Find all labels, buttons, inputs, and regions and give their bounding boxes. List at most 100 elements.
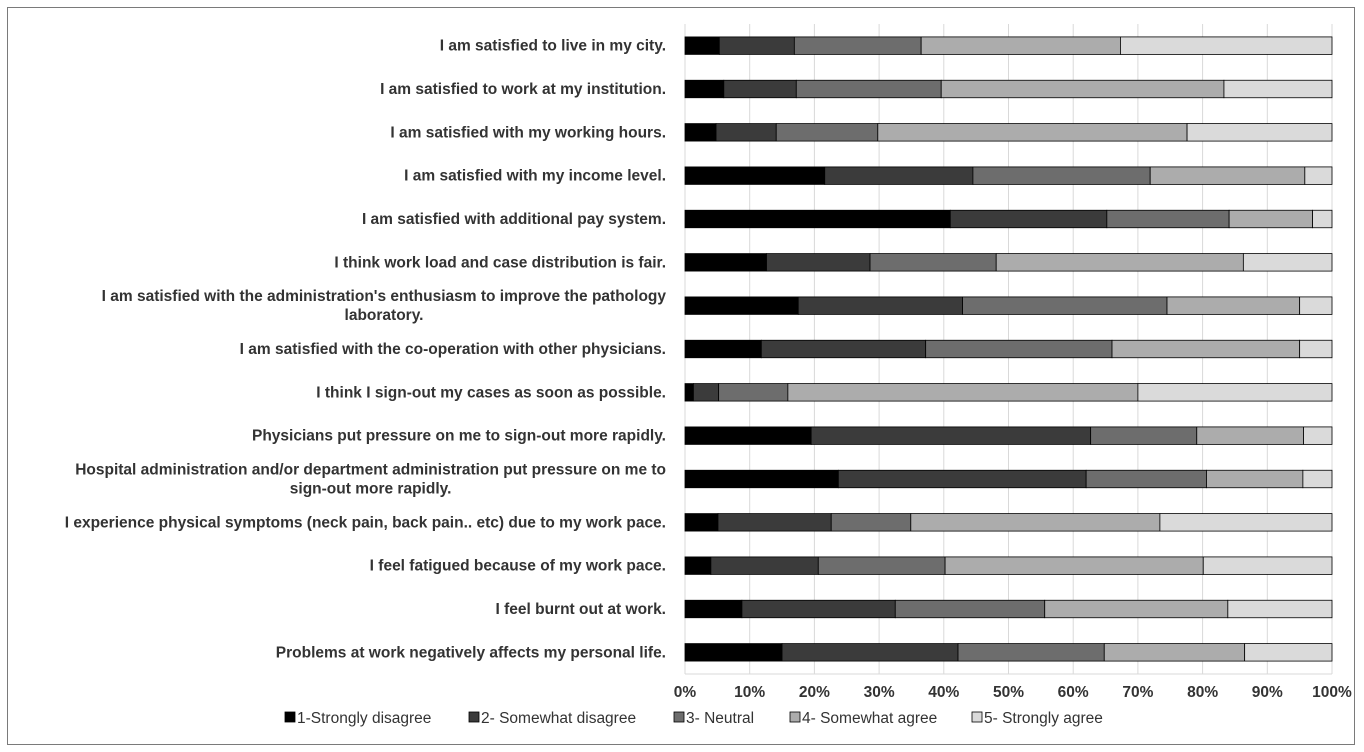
- bar-segment: [1137, 383, 1333, 402]
- bar-segment: [940, 79, 1225, 99]
- bar-segment: [793, 36, 922, 55]
- bar-segment: [684, 643, 783, 662]
- bar-segment: [877, 123, 1188, 142]
- category-label: I experience physical symptoms (neck pai…: [65, 514, 666, 531]
- bar-segment: [972, 166, 1151, 185]
- legend-swatch: [971, 711, 983, 723]
- category-label: I feel fatigued because of my work pace.: [370, 558, 666, 575]
- bar-segment: [910, 513, 1161, 532]
- bar-segment: [1302, 469, 1333, 489]
- bar-segment: [766, 253, 871, 272]
- bar-segment: [1090, 426, 1198, 445]
- bar-segment: [795, 79, 942, 99]
- bar-segment: [837, 469, 1087, 489]
- category-label: I am satisfied with my working hours.: [390, 124, 666, 141]
- bar-segment: [797, 296, 963, 315]
- x-tick-label: 90%: [1252, 684, 1283, 701]
- bar-segment: [1244, 643, 1333, 662]
- bar-segment: [717, 513, 832, 532]
- x-tick-label: 80%: [1187, 684, 1218, 701]
- bar-segment: [760, 339, 927, 359]
- bar-segment: [1303, 426, 1333, 445]
- x-tick-label: 0%: [674, 684, 697, 701]
- bar-segment: [824, 166, 974, 185]
- bar-segment: [1186, 123, 1333, 142]
- legend-label: 1-Strongly disagree: [297, 710, 431, 727]
- bar-segment: [684, 296, 799, 315]
- x-tick-label: 70%: [1122, 684, 1153, 701]
- bar-segment: [718, 36, 795, 55]
- bar-segment: [1223, 79, 1333, 99]
- bar-segment: [1299, 296, 1333, 315]
- bar-segment: [1228, 209, 1313, 229]
- bar-segment: [684, 253, 767, 272]
- category-label: I feel burnt out at work.: [495, 601, 666, 618]
- bar-segment: [684, 36, 720, 55]
- bar-segment: [944, 556, 1204, 575]
- bar-segment: [684, 556, 712, 575]
- legend-label: 3- Neutral: [686, 710, 754, 727]
- bar-segment: [995, 253, 1244, 272]
- category-label: Hospital administration and/or departmen…: [75, 462, 666, 479]
- bar-segment: [684, 383, 694, 402]
- bar-segment: [1202, 556, 1333, 575]
- bar-segment: [869, 253, 997, 272]
- category-label: sign-out more rapidly.: [290, 481, 452, 498]
- bar-segment: [741, 599, 896, 619]
- x-tick-label: 20%: [799, 684, 830, 701]
- bar-segment: [1106, 209, 1230, 229]
- legend-swatch: [284, 711, 296, 723]
- bar-segment: [1085, 469, 1207, 489]
- bar-segment: [787, 383, 1139, 402]
- bar-segment: [1206, 469, 1304, 489]
- category-label: I am satisfied with the co-operation wit…: [240, 341, 666, 358]
- bar-segment: [894, 599, 1046, 619]
- category-label: I am satisfied to live in my city.: [440, 38, 666, 55]
- category-label: laboratory.: [345, 307, 424, 324]
- bar-segment: [1103, 643, 1246, 662]
- bar-segment: [830, 513, 912, 532]
- bar-segment: [684, 166, 826, 185]
- x-tick-label: 30%: [864, 684, 895, 701]
- bar-segment: [949, 209, 1108, 229]
- x-tick-label: 10%: [734, 684, 765, 701]
- x-tick-label: 40%: [928, 684, 959, 701]
- bar-segment: [1120, 36, 1333, 55]
- bar-segment: [775, 123, 879, 142]
- bar-segment: [684, 599, 743, 619]
- legend-label: 5- Strongly agree: [984, 710, 1103, 727]
- bar-segment: [1149, 166, 1306, 185]
- bar-segment: [920, 36, 1121, 55]
- bar-segment: [1242, 253, 1333, 272]
- legend-swatch: [468, 711, 480, 723]
- x-tick-label: 60%: [1058, 684, 1089, 701]
- bar-segment: [684, 513, 719, 532]
- category-label: I think I sign-out my cases as soon as p…: [316, 384, 666, 401]
- bar-segment: [1111, 339, 1301, 359]
- bar-segment: [1304, 166, 1333, 185]
- bar-segment: [1227, 599, 1333, 619]
- legend-swatch: [673, 711, 685, 723]
- category-label: I am satisfied with additional pay syste…: [362, 211, 666, 228]
- bar-segment: [1312, 209, 1333, 229]
- bar-segment: [693, 383, 720, 402]
- bar-segment: [715, 123, 777, 142]
- bar-segment: [1166, 296, 1301, 315]
- bar-segment: [1044, 599, 1229, 619]
- bar-segment: [925, 339, 1113, 359]
- bar-segment: [1159, 513, 1333, 532]
- legend-swatch: [789, 711, 801, 723]
- bar-segment: [957, 643, 1105, 662]
- bar-segment: [810, 426, 1092, 445]
- bar-segment: [1299, 339, 1333, 359]
- bar-segment: [781, 643, 959, 662]
- legend-label: 2- Somewhat disagree: [481, 710, 636, 727]
- bar-segment: [684, 79, 725, 99]
- category-label: I am satisfied with the administration's…: [102, 288, 667, 305]
- bar-segment: [684, 209, 951, 229]
- bar-segment: [684, 123, 717, 142]
- category-label: I think work load and case distribution …: [334, 254, 666, 271]
- bar-segment: [718, 383, 789, 402]
- x-tick-label: 50%: [993, 684, 1024, 701]
